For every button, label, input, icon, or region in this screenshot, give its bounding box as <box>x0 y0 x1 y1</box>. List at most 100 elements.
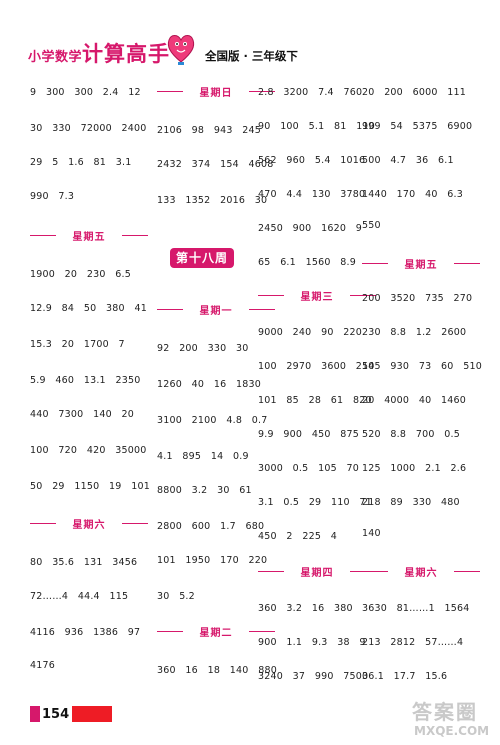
divider-line <box>362 263 388 264</box>
answer-row: 230 8.8 1.2 2600 <box>362 327 467 338</box>
answer-row: 9.9 900 450 875 <box>258 429 360 440</box>
day-label: 星期六 <box>404 568 438 579</box>
day-heading: 星期六 <box>30 516 148 531</box>
divider-line <box>249 91 275 92</box>
divider-line <box>258 571 284 572</box>
day-heading: 星期二 <box>157 624 275 639</box>
day-label: 星期日 <box>199 88 233 99</box>
answer-row: 20 4000 40 1460 <box>362 395 467 406</box>
divider-line <box>30 235 56 236</box>
answer-row: 5.9 460 13.1 2350 <box>30 375 141 386</box>
divider-line <box>249 631 275 632</box>
answer-row: 20 200 6000 111 <box>362 87 467 98</box>
day-heading: 星期六 <box>362 564 480 579</box>
heart-mascot-icon <box>167 35 195 65</box>
day-label: 星期三 <box>300 292 334 303</box>
answer-row: 8800 3.2 30 61 <box>157 485 252 496</box>
answer-row: 1440 170 40 6.3 <box>362 189 464 200</box>
day-heading: 星期三 <box>258 288 376 303</box>
answer-row: 3240 37 990 7500 <box>258 671 369 682</box>
answer-row: 520 8.8 700 0.5 <box>362 429 460 440</box>
answer-row: 15.3 20 1700 7 <box>30 339 125 350</box>
answer-row: 2450 900 1620 9 <box>258 223 363 234</box>
answer-row: 360 16 18 140 880 <box>157 665 277 676</box>
divider-line <box>249 309 275 310</box>
divider-line <box>454 571 480 572</box>
divider-line <box>362 571 388 572</box>
divider-line <box>30 523 56 524</box>
answer-row: 30 330 72000 2400 <box>30 123 147 134</box>
divider-line <box>157 631 183 632</box>
answer-row: 900 1.1 9.3 38 9 <box>258 637 366 648</box>
answer-row: 92 200 330 30 <box>157 343 249 354</box>
watermark-url: MXQE.COM <box>414 724 490 738</box>
answer-row: 562 960 5.4 1016 <box>258 155 366 166</box>
day-heading: 星期日 <box>157 84 275 99</box>
brand-title: 计算高手 <box>82 42 170 66</box>
week-badge: 第十八周 <box>170 248 234 268</box>
answer-row: 9000 240 90 220 <box>258 327 363 338</box>
day-label: 星期六 <box>72 520 106 531</box>
day-label: 星期五 <box>404 260 438 271</box>
answer-row: 133 1352 2016 30 <box>157 195 268 206</box>
answer-row: 2432 374 154 4608 <box>157 159 274 170</box>
answer-row: 2.8 3200 7.4 760 <box>258 87 363 98</box>
answer-row: 72……4 44.4 115 <box>30 591 129 602</box>
answer-row: 4176 <box>30 660 55 671</box>
answer-row: 3630 81……1 1564 <box>362 603 470 614</box>
page-number: 154 <box>42 707 70 722</box>
answer-row: 145 930 73 60 510 <box>362 361 482 372</box>
day-heading: 星期四 <box>258 564 376 579</box>
answer-row: 3000 0.5 105 70 <box>258 463 360 474</box>
divider-line <box>157 91 183 92</box>
answer-row: 3100 2100 4.8 0.7 <box>157 415 268 426</box>
day-label: 星期二 <box>199 628 233 639</box>
answer-row: 50 29 1150 19 101 <box>30 481 150 492</box>
brand-subtitle: 小学数学 <box>28 50 83 65</box>
page-header: 小学数学 计算高手 全国版 · 三年级下 <box>0 0 500 78</box>
answer-row: 80 35.6 131 3456 <box>30 557 138 568</box>
answer-row: 100 2970 3600 250 <box>258 361 375 372</box>
answer-row: 3.1 0.5 29 110 71 <box>258 497 372 508</box>
answer-row: 1900 20 230 6.5 <box>30 269 132 280</box>
answer-row: 12.9 84 50 380 41 <box>30 303 147 314</box>
answer-row: 29 5 1.6 81 3.1 <box>30 157 132 168</box>
answer-row: 4116 936 1386 97 <box>30 627 141 638</box>
day-label: 星期一 <box>199 306 233 317</box>
day-heading: 星期五 <box>30 228 148 243</box>
answer-row: 218 89 330 480 <box>362 497 460 508</box>
footer-accent-bar <box>30 706 40 722</box>
footer-red-block <box>72 706 112 722</box>
divider-line <box>157 309 183 310</box>
answer-row: 90 100 5.1 81 110 <box>258 121 375 132</box>
answer-row: 101 85 28 61 820 <box>258 395 372 406</box>
divider-line <box>122 523 148 524</box>
day-label: 星期四 <box>300 568 334 579</box>
day-heading: 星期一 <box>157 302 275 317</box>
answer-row: 550 <box>362 220 381 231</box>
answer-row: 999 54 5375 6900 <box>362 121 473 132</box>
edition-label: 全国版 · 三年级下 <box>205 49 298 63</box>
divider-line <box>258 295 284 296</box>
watermark-text: 答案圈 <box>412 700 478 724</box>
answer-row: 990 7.3 <box>30 191 75 202</box>
answer-row: 100 720 420 35000 <box>30 445 147 456</box>
answer-row: 2106 98 943 245 <box>157 125 262 136</box>
answer-row: 140 <box>362 528 381 539</box>
answer-row: 9 300 300 2.4 12 <box>30 87 141 98</box>
divider-line <box>454 263 480 264</box>
answer-row: 440 7300 140 20 <box>30 409 135 420</box>
answer-row: 36.1 17.7 15.6 <box>362 671 448 682</box>
answer-row: 360 3.2 16 380 <box>258 603 353 614</box>
answer-row: 200 3520 735 270 <box>362 293 473 304</box>
answer-row: 2800 600 1.7 680 <box>157 521 265 532</box>
answer-row: 213 2812 57……4 <box>362 637 464 648</box>
answer-row: 1260 40 16 1830 <box>157 379 262 390</box>
divider-line <box>122 235 148 236</box>
answer-row: 125 1000 2.1 2.6 <box>362 463 467 474</box>
answer-row: 470 4.4 130 3780 <box>258 189 366 200</box>
answer-row: 500 4.7 36 6.1 <box>362 155 454 166</box>
day-label: 星期五 <box>72 232 106 243</box>
answer-row: 30 5.2 <box>157 591 195 602</box>
day-heading: 星期五 <box>362 256 480 271</box>
